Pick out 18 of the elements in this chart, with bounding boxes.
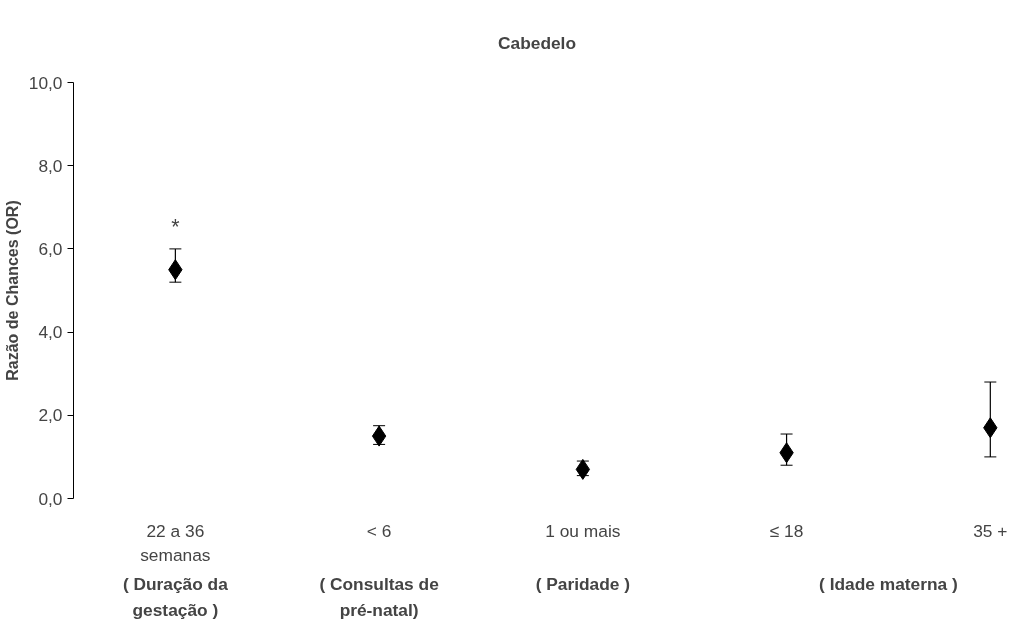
text: ( Idade materna ) — [819, 573, 958, 594]
y-tick-label: 10,0 — [28, 72, 63, 93]
x-tick-label: < 6 — [366, 520, 392, 541]
x-tick-label: 22 a 36 semanas — [140, 520, 211, 565]
text: ( Duração da gestação ) — [122, 573, 229, 620]
text: ( Paridade ) — [535, 573, 631, 594]
y-tick-label: 0,0 — [38, 488, 63, 509]
y-tick-label: 4,0 — [38, 322, 63, 343]
y-axis-title: Razão de Chances (OR) — [3, 200, 21, 381]
x-tick-label: 1 ou mais — [545, 520, 621, 541]
x-tick-label: 35 + — [973, 520, 1008, 541]
y-tick-label: 8,0 — [38, 155, 63, 176]
chart-title: Cabedelo — [498, 32, 576, 53]
y-tick-label: 6,0 — [38, 238, 63, 259]
x-tick-label: ≤ 18 — [769, 520, 804, 541]
annotation: * — [171, 214, 180, 239]
text: ( Consultas de pré-natal) — [319, 573, 440, 620]
y-tick-label: 2,0 — [38, 405, 63, 426]
